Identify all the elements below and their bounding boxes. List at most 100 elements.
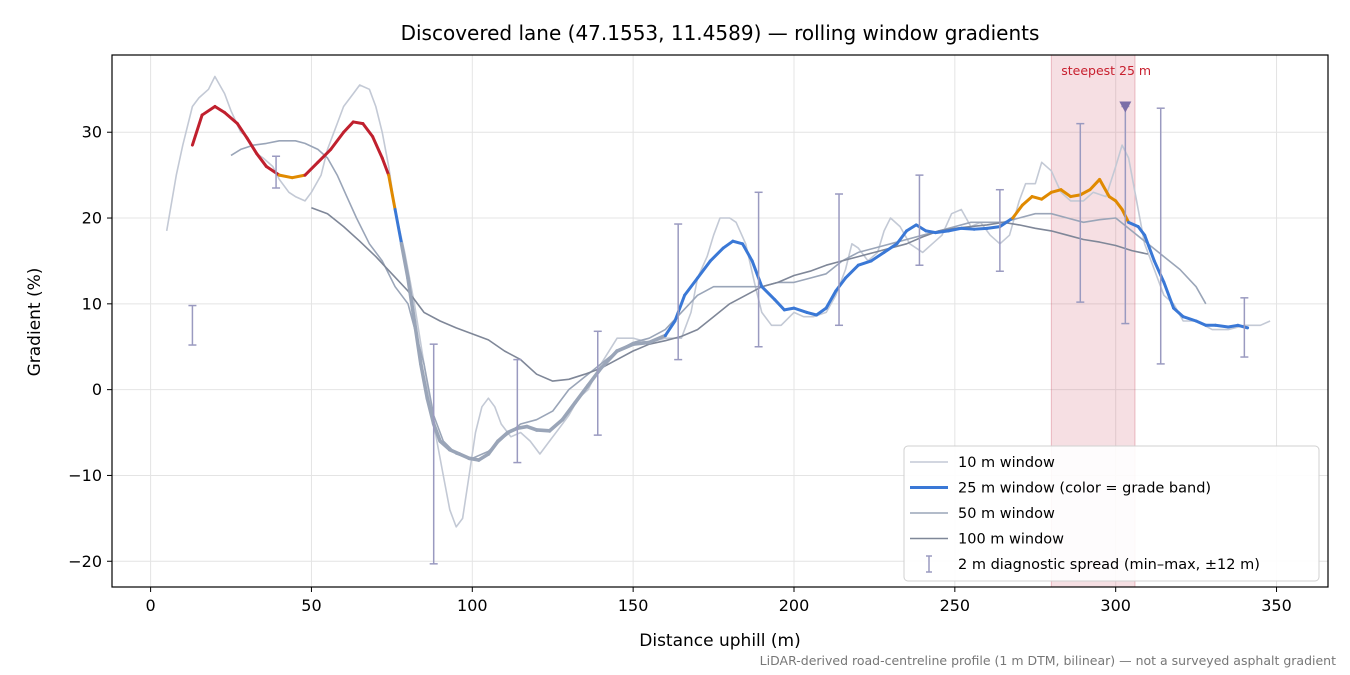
series-segment-25m — [695, 259, 712, 280]
y-tick-label: −10 — [68, 466, 102, 485]
series-segment-25m — [406, 276, 417, 323]
series-segment-25m — [631, 340, 652, 346]
series-segment-25m — [1136, 225, 1147, 237]
series-segment-25m — [824, 289, 838, 310]
y-tick-label: 10 — [82, 294, 102, 313]
series-segment-25m — [586, 366, 603, 388]
series-segment-25m — [351, 120, 365, 126]
plot-frame — [111, 54, 1329, 588]
series-segment-25m — [290, 173, 307, 180]
x-tick-label: 300 — [1100, 596, 1131, 615]
x-tick-label: 250 — [940, 596, 971, 615]
series-segment-25m — [277, 173, 294, 180]
series-segment-25m — [1236, 323, 1250, 330]
series-segment-25m — [412, 319, 423, 366]
legend-item-spread-label: 2 m diagnostic spread (min–max, ±12 m) — [958, 557, 1260, 573]
series-segment-25m — [200, 104, 217, 117]
series-segment-25m — [683, 276, 699, 297]
series-segment-25m — [213, 104, 227, 114]
legend-item-100m-label: 100 m window — [958, 532, 1064, 548]
y-tick-label: 30 — [82, 123, 102, 142]
series-segment-25m — [380, 156, 391, 177]
series-segment-25m — [371, 135, 384, 160]
series-segment-25m — [998, 216, 1015, 229]
series-segment-25m — [1030, 195, 1044, 201]
series-segment-25m — [264, 165, 281, 177]
series-segment-25m — [1020, 195, 1034, 207]
series-segment-25m — [760, 285, 777, 302]
series-segment-25m — [741, 242, 754, 263]
series-segment-25m — [663, 319, 677, 338]
series-segment-25m — [431, 422, 442, 443]
series-segment-25m — [834, 276, 847, 293]
series-segment-25m — [792, 306, 809, 314]
series-segment-25m — [425, 396, 436, 426]
series-segment-25m — [1127, 220, 1140, 229]
series-segment-25m — [750, 259, 764, 289]
series-segment-25m — [1143, 233, 1156, 263]
series-segment-25m — [924, 229, 938, 235]
legend-item-25m-label: 25 m window (color = grade band) — [958, 481, 1211, 497]
series-segment-25m — [342, 120, 355, 134]
series-segment-25m — [959, 226, 976, 231]
error-bar — [1156, 107, 1165, 365]
error-bar — [429, 343, 438, 565]
series-segment-25m — [1213, 323, 1230, 329]
series-segment-25m — [721, 239, 735, 250]
error-bar — [593, 330, 602, 436]
series-segment-25m — [843, 263, 860, 280]
series-segment-25m — [1098, 177, 1111, 199]
series-segment-25m — [316, 147, 333, 164]
series-segment-25m — [905, 223, 918, 233]
series-segment-25m — [1088, 177, 1102, 192]
series-segment-25m — [914, 223, 928, 233]
series-segment-25m — [438, 439, 452, 452]
series-segment-25m — [1152, 259, 1166, 284]
y-tick-label: 20 — [82, 209, 102, 228]
series-segment-25m — [496, 430, 510, 443]
error-bar — [995, 188, 1004, 272]
steepest-label: steepest 25 m — [1061, 63, 1151, 78]
series-segment-25m — [560, 400, 578, 422]
steepest-marker — [1119, 101, 1132, 113]
series-segment-25m — [895, 229, 909, 246]
series-segment-25m — [399, 241, 410, 280]
series-segment-25m — [1162, 280, 1176, 310]
x-tick-label: 100 — [457, 596, 488, 615]
chart-title: Discovered lane (47.1553, 11.4589) — rol… — [401, 21, 1040, 45]
series-segment-25m — [1172, 306, 1185, 319]
series-segment-25m — [387, 173, 397, 211]
series-segment-25m — [245, 136, 259, 156]
series-segment-25m — [303, 160, 320, 177]
series-segment-25m — [946, 226, 963, 233]
legend-box — [903, 445, 1320, 582]
x-tick-label: 0 — [146, 596, 156, 615]
series-segment-25m — [419, 362, 430, 401]
series-segment-25m — [972, 226, 989, 231]
series-segment-25m — [534, 428, 552, 433]
series-segment-25m — [329, 130, 346, 151]
error-bar — [272, 155, 281, 189]
series-segment-25m — [393, 207, 404, 246]
series-segment-25m — [708, 246, 725, 263]
series-segment-25m — [1059, 188, 1073, 199]
legend: 10 m window 25 m window (color = grade ba… — [903, 445, 1320, 582]
x-tick-label: 150 — [618, 596, 649, 615]
y-axis-title: Gradient (%) — [25, 268, 45, 377]
error-bar — [674, 223, 683, 361]
error-bar — [1240, 297, 1249, 358]
series-segment-25m — [1040, 190, 1053, 201]
series-segment-25m — [1194, 319, 1208, 327]
series-segment-25m — [547, 417, 565, 433]
error-bar — [754, 191, 763, 348]
x-tick-label: 50 — [301, 596, 321, 615]
series-segment-25m — [673, 293, 687, 323]
series-segment-25m — [476, 452, 491, 462]
x-tick-label: 200 — [779, 596, 810, 615]
series-line-100m — [311, 206, 1149, 382]
series-segment-25m — [985, 225, 1002, 230]
series-segment-25m — [815, 306, 828, 317]
legend-item-50m-label: 50 m window — [958, 506, 1055, 522]
y-tick-label: 0 — [92, 380, 102, 399]
series-segment-25m — [255, 152, 268, 169]
